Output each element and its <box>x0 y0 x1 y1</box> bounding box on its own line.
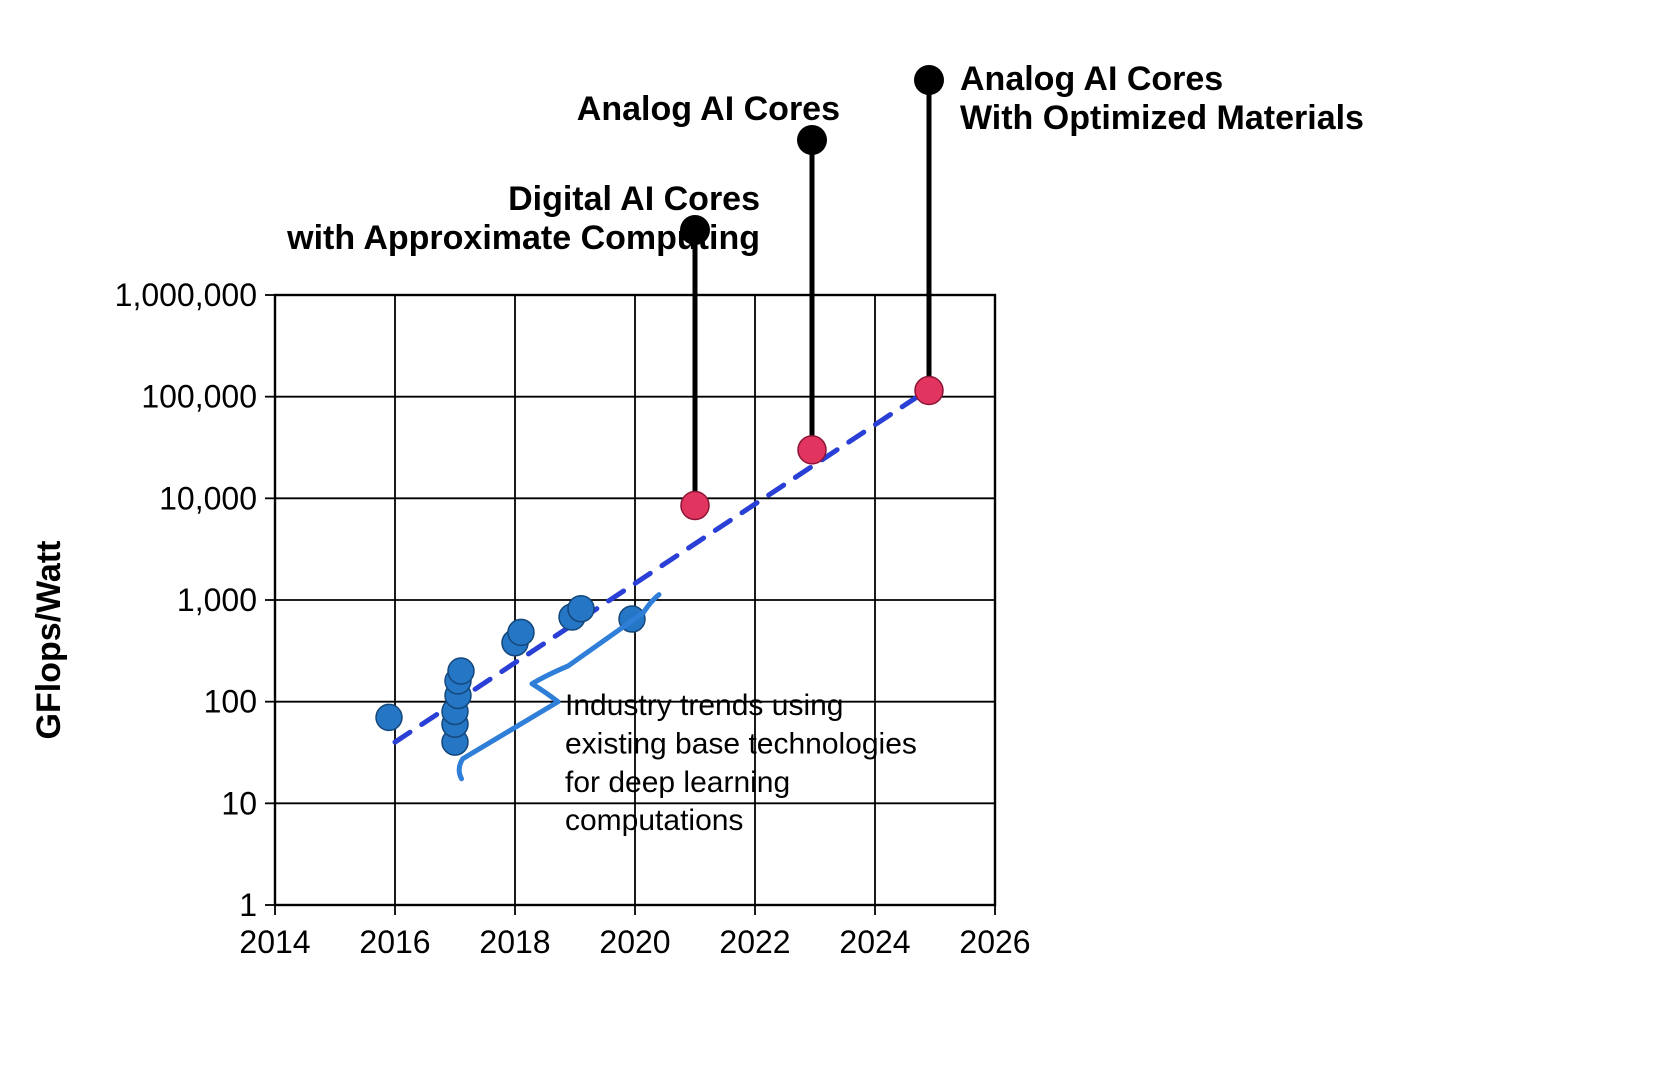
chart-svg: 2014 2016 2018 2020 2022 2024 2026 1 10 100 1,000 1… <box>0 0 1661 1081</box>
bracket-annotation-line: Industry trends using <box>565 689 843 722</box>
y-tick-label: 1,000 <box>177 582 257 618</box>
data-point-analog-ai-projections <box>798 436 826 464</box>
bracket-annotation-line: existing base technologies <box>565 727 917 760</box>
y-tick-label: 1 <box>239 887 257 923</box>
callout-label-line: with Approximate Computing <box>286 219 760 257</box>
x-tick-label: 2014 <box>239 924 310 960</box>
y-axis-label: GFlops/Watt <box>30 541 68 740</box>
callout-label-analog-ai-cores: Analog AI Cores <box>577 90 840 128</box>
x-tick-label: 2026 <box>959 924 1030 960</box>
y-tick-label: 10,000 <box>159 480 257 516</box>
data-point-industry-existing-tech <box>508 619 534 645</box>
y-tick-label: 10 <box>221 785 257 821</box>
data-point-industry-existing-tech <box>448 658 474 684</box>
bracket-annotation-line: for deep learning <box>565 766 790 799</box>
chart-container: 2014 2016 2018 2020 2022 2024 2026 1 10 100 1,000 1… <box>0 0 1661 1081</box>
data-point-industry-existing-tech <box>376 704 402 730</box>
x-tick-label: 2018 <box>479 924 550 960</box>
data-point-analog-ai-projections <box>915 376 943 404</box>
callout-label-line: With Optimized Materials <box>960 99 1364 137</box>
data-point-industry-existing-tech <box>568 596 594 622</box>
x-tick-label: 2020 <box>599 924 670 960</box>
y-tick-label: 100,000 <box>141 379 257 415</box>
y-tick-label: 100 <box>204 684 257 720</box>
callout-marker-icon <box>914 65 944 95</box>
x-tick-label: 2022 <box>719 924 790 960</box>
callout-label-line: Analog AI Cores <box>577 90 840 128</box>
callout-marker-icon <box>797 125 827 155</box>
data-point-analog-ai-projections <box>681 492 709 520</box>
x-tick-label: 2024 <box>839 924 910 960</box>
x-tick-label: 2016 <box>359 924 430 960</box>
y-tick-label: 1,000,000 <box>115 277 257 313</box>
callout-label-line: Digital AI Cores <box>508 180 760 218</box>
callout-label-line: Analog AI Cores <box>960 60 1223 98</box>
bracket-annotation-line: computations <box>565 804 743 837</box>
